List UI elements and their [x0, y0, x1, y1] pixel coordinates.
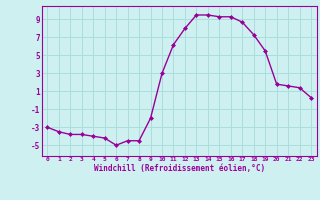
- X-axis label: Windchill (Refroidissement éolien,°C): Windchill (Refroidissement éolien,°C): [94, 164, 265, 173]
